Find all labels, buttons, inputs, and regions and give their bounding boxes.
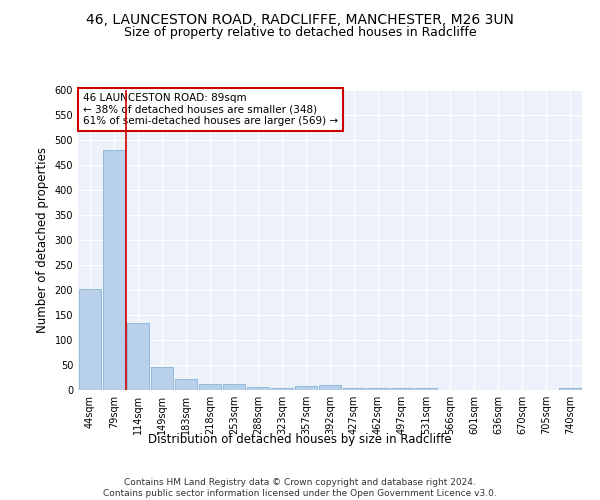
- Bar: [295, 386, 317, 390]
- Bar: [199, 384, 221, 390]
- Text: 46, LAUNCESTON ROAD, RADCLIFFE, MANCHESTER, M26 3UN: 46, LAUNCESTON ROAD, RADCLIFFE, MANCHEST…: [86, 12, 514, 26]
- Bar: [559, 388, 581, 390]
- Bar: [247, 387, 269, 390]
- Bar: [415, 388, 437, 390]
- Text: Contains HM Land Registry data © Crown copyright and database right 2024.
Contai: Contains HM Land Registry data © Crown c…: [103, 478, 497, 498]
- Bar: [391, 388, 413, 390]
- Bar: [103, 150, 125, 390]
- Bar: [271, 388, 293, 390]
- Text: 46 LAUNCESTON ROAD: 89sqm
← 38% of detached houses are smaller (348)
61% of semi: 46 LAUNCESTON ROAD: 89sqm ← 38% of detac…: [83, 93, 338, 126]
- Bar: [151, 367, 173, 390]
- Text: Size of property relative to detached houses in Radcliffe: Size of property relative to detached ho…: [124, 26, 476, 39]
- Bar: [343, 388, 365, 390]
- Bar: [367, 388, 389, 390]
- Bar: [127, 322, 149, 390]
- Bar: [223, 384, 245, 390]
- Y-axis label: Number of detached properties: Number of detached properties: [36, 147, 49, 333]
- Bar: [175, 379, 197, 390]
- Bar: [319, 385, 341, 390]
- Bar: [79, 289, 101, 390]
- Text: Distribution of detached houses by size in Radcliffe: Distribution of detached houses by size …: [148, 432, 452, 446]
